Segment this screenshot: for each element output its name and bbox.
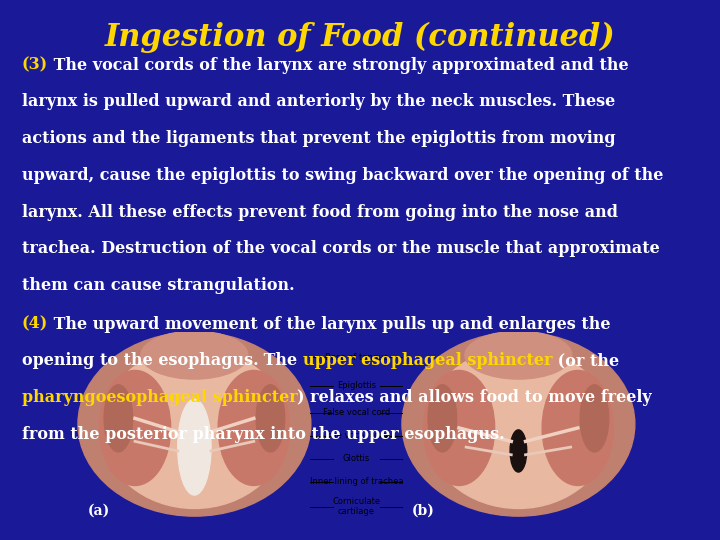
Ellipse shape bbox=[510, 430, 527, 472]
Text: pharyngoesophageal sphincter: pharyngoesophageal sphincter bbox=[22, 389, 297, 406]
Text: (3): (3) bbox=[22, 57, 48, 73]
Text: Base of tongue: Base of tongue bbox=[325, 353, 388, 361]
Text: The vocal cords of the larynx are strongly approximated and the: The vocal cords of the larynx are strong… bbox=[48, 57, 629, 73]
Text: upward, cause the epiglottis to swing backward over the opening of the: upward, cause the epiglottis to swing ba… bbox=[22, 167, 663, 184]
Ellipse shape bbox=[580, 385, 608, 452]
Ellipse shape bbox=[99, 370, 171, 485]
Text: trachea. Destruction of the vocal cords or the muscle that approximate: trachea. Destruction of the vocal cords … bbox=[22, 240, 660, 257]
Text: upper esophageal sphincter: upper esophageal sphincter bbox=[303, 352, 552, 369]
Ellipse shape bbox=[102, 347, 287, 509]
Text: These: These bbox=[557, 93, 615, 110]
Text: (4): (4) bbox=[22, 315, 48, 333]
Ellipse shape bbox=[104, 385, 132, 452]
Ellipse shape bbox=[542, 370, 613, 485]
Ellipse shape bbox=[141, 331, 248, 379]
Text: Glottis: Glottis bbox=[343, 454, 370, 463]
Text: Inner lining of trachea: Inner lining of trachea bbox=[310, 477, 403, 486]
Ellipse shape bbox=[218, 370, 289, 485]
Text: (b): (b) bbox=[412, 504, 434, 518]
Ellipse shape bbox=[78, 332, 311, 516]
Text: The upward movement of the larynx pulls up and enlarges the: The upward movement of the larynx pulls … bbox=[48, 315, 611, 333]
Ellipse shape bbox=[426, 347, 611, 509]
Text: actions and the ligaments that prevent the epiglottis from moving: actions and the ligaments that prevent t… bbox=[22, 130, 615, 147]
Ellipse shape bbox=[178, 399, 211, 495]
Text: True vocal cord: True vocal cord bbox=[325, 431, 388, 440]
Text: Epiglottis: Epiglottis bbox=[337, 381, 376, 390]
Ellipse shape bbox=[465, 331, 572, 379]
Text: (a): (a) bbox=[88, 504, 109, 518]
Ellipse shape bbox=[256, 385, 284, 452]
Ellipse shape bbox=[402, 332, 635, 516]
Text: False vocal cord: False vocal cord bbox=[323, 408, 390, 417]
Text: opening to the esophagus.: opening to the esophagus. bbox=[22, 352, 258, 369]
Text: larynx. All these effects prevent food from going into the nose and: larynx. All these effects prevent food f… bbox=[22, 204, 618, 220]
Text: them can cause strangulation.: them can cause strangulation. bbox=[22, 277, 294, 294]
Text: larynx is pulled upward and anteriorly by the neck muscles.: larynx is pulled upward and anteriorly b… bbox=[22, 93, 557, 110]
Ellipse shape bbox=[423, 370, 495, 485]
Text: from the posterior pharynx into the upper esophagus.: from the posterior pharynx into the uppe… bbox=[22, 426, 504, 443]
Ellipse shape bbox=[428, 385, 456, 452]
Text: ) relaxes and allows food to move freely: ) relaxes and allows food to move freely bbox=[297, 389, 652, 406]
Text: The: The bbox=[258, 352, 303, 369]
Text: (or the: (or the bbox=[552, 352, 620, 369]
Text: Corniculate
cartilage: Corniculate cartilage bbox=[333, 497, 380, 516]
Text: Ingestion of Food (continued): Ingestion of Food (continued) bbox=[104, 22, 616, 53]
